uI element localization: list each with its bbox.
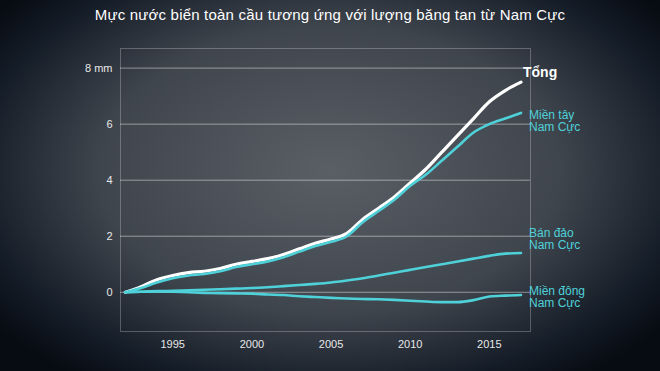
svg-text:0: 0 [106, 286, 112, 298]
svg-text:2015: 2015 [477, 338, 501, 350]
html-text:Mực nước biển toàn cầu tương ứ: Mực nước biển toàn cầu tương ứng với lượ… [94, 6, 566, 23]
svg-text:1995: 1995 [160, 338, 184, 350]
svg-text:Miền tâyNam Cực: Miền tâyNam Cực [529, 108, 580, 134]
svg-text:2010: 2010 [398, 338, 422, 350]
svg-text:2000: 2000 [240, 338, 264, 350]
svg-text:6: 6 [106, 118, 112, 130]
svg-text:Tổng: Tổng [523, 64, 557, 80]
svg-text:2: 2 [106, 230, 112, 242]
svg-text:2005: 2005 [319, 338, 343, 350]
svg-text:Bán đảoNam Cực: Bán đảoNam Cực [529, 226, 580, 252]
svg-text:Miền đôngNam Cực: Miền đôngNam Cực [529, 284, 585, 310]
svg-text:4: 4 [106, 174, 112, 186]
svg-text:8 mm: 8 mm [85, 62, 113, 74]
